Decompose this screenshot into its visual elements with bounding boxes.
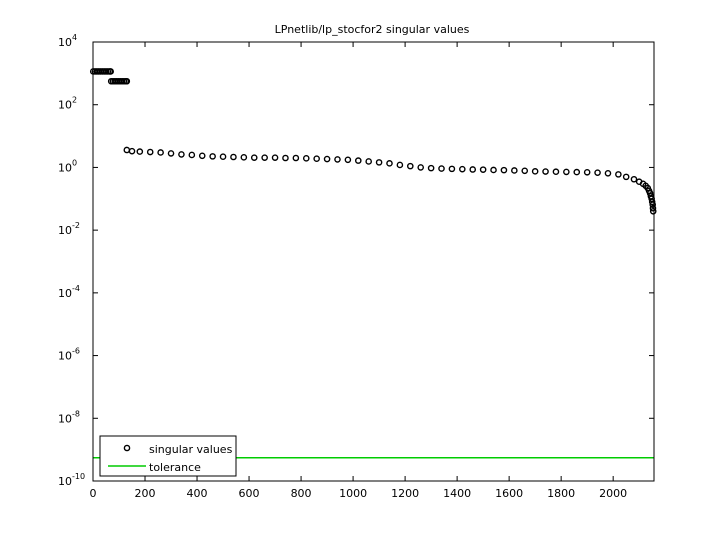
x-tick-label: 1200	[391, 487, 419, 500]
x-tick-label: 2000	[599, 487, 627, 500]
legend-marker-singular-values	[123, 444, 131, 452]
singular-value-point	[490, 166, 497, 174]
x-tick-label: 800	[291, 487, 312, 500]
singular-value-point	[354, 157, 362, 164]
singular-value-point	[198, 152, 206, 160]
singular-value-point	[521, 167, 529, 175]
y-tick-label: 10-4	[58, 284, 80, 300]
singular-value-point	[563, 168, 570, 176]
singular-value-point	[230, 153, 237, 161]
x-tick-label: 1600	[495, 487, 523, 500]
singular-value-point	[271, 154, 279, 161]
singular-value-point	[302, 155, 310, 162]
y-tick-label: 104	[58, 33, 77, 49]
y-tick-label: 10-6	[58, 347, 80, 363]
singular-value-point	[615, 171, 622, 178]
x-tick-label: 600	[239, 487, 260, 500]
x-tick-label: 0	[90, 487, 97, 500]
singular-value-point	[323, 155, 331, 163]
x-tick-label: 400	[187, 487, 208, 500]
singular-value-point	[334, 156, 341, 163]
y-tick-label: 10-8	[58, 409, 80, 425]
singular-value-point	[136, 148, 144, 155]
singular-value-point	[178, 151, 185, 158]
singular-value-point	[583, 168, 591, 176]
singular-value-point	[448, 165, 456, 173]
singular-value-point	[386, 160, 393, 167]
legend: singular values tolerance	[99, 435, 237, 477]
singular-value-point	[123, 77, 131, 85]
singular-value-point	[552, 168, 560, 176]
legend-box	[99, 435, 237, 477]
x-tick-label: 1400	[443, 487, 471, 500]
singular-value-point	[146, 148, 154, 156]
singular-value-point	[188, 151, 196, 159]
singular-value-point	[375, 159, 383, 166]
singular-value-point	[292, 154, 300, 162]
singular-value-point	[417, 164, 425, 171]
singular-value-point	[128, 147, 136, 155]
singular-value-point	[649, 204, 657, 212]
plot-frame	[92, 41, 655, 482]
singular-value-point	[282, 154, 289, 162]
singular-value-point	[157, 149, 164, 156]
singular-value-point	[630, 175, 638, 183]
singular-value-point	[209, 153, 216, 160]
singular-value-point	[219, 153, 227, 160]
singular-value-point	[365, 158, 372, 165]
singular-value-point	[573, 168, 581, 176]
axes: 0 200 400 600 800 1000 1200 1400 1600 1800 2000 10-…	[58, 33, 655, 500]
singular-value-point	[107, 68, 114, 75]
singular-value-point	[500, 166, 508, 174]
legend-label-singular-values: singular values	[149, 443, 233, 456]
legend-label-tolerance: tolerance	[149, 461, 201, 474]
singular-value-point	[649, 201, 656, 208]
y-tick-label: 102	[58, 96, 77, 112]
y-tick-label: 10-2	[58, 221, 80, 237]
singular-value-point	[427, 164, 435, 172]
singular-value-point	[250, 154, 258, 161]
singular-value-point	[622, 173, 630, 181]
x-tick-label: 1000	[339, 487, 367, 500]
y-tick-label: 100	[58, 158, 77, 174]
singular-value-point	[313, 155, 320, 162]
singular-value-point	[469, 166, 477, 173]
singular-value-point	[167, 150, 175, 157]
singular-value-point	[344, 156, 352, 164]
singular-value-point	[240, 154, 248, 161]
singular-value-point	[604, 169, 612, 177]
singular-value-point	[646, 189, 654, 197]
chart-title: LPnetlib/lp_stocfor2 singular values	[275, 23, 470, 36]
singular-value-point	[542, 168, 549, 175]
singular-value-point	[531, 168, 539, 175]
singular-value-point	[261, 154, 268, 161]
x-tick-label: 200	[135, 487, 156, 500]
y-tick-label: 10-10	[58, 472, 85, 488]
singular-value-point	[438, 165, 445, 172]
singular-value-point	[594, 169, 601, 176]
singular-value-point	[396, 161, 404, 169]
singular-value-point	[459, 165, 466, 173]
singular-value-point	[511, 167, 518, 174]
singular-value-point	[479, 166, 487, 173]
x-tick-label: 1800	[547, 487, 575, 500]
singular-value-point	[649, 207, 657, 215]
singular-value-point	[648, 198, 656, 206]
singular-value-point	[407, 162, 414, 170]
